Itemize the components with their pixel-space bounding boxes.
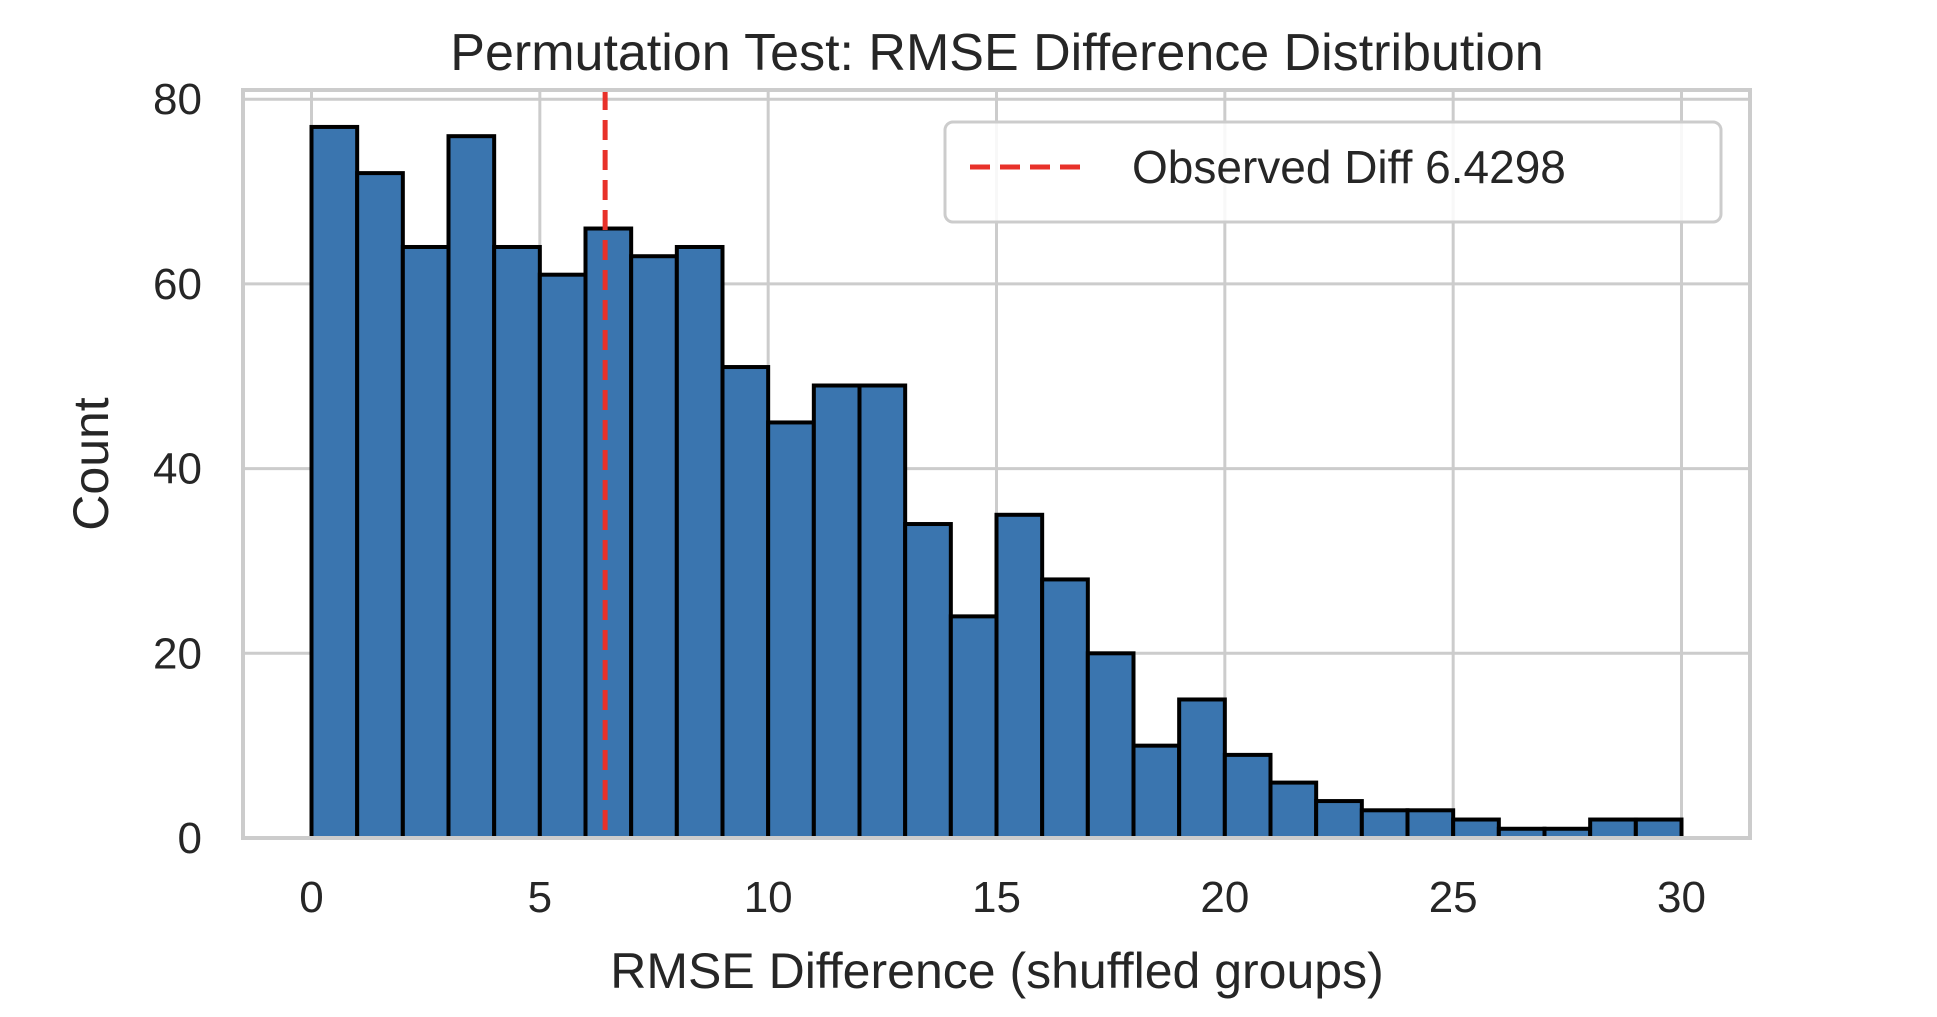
- x-tick-label: 0: [299, 873, 323, 922]
- y-tick-labels: 0 20 40 60 80: [153, 75, 202, 863]
- histogram-bar: [583, 226, 634, 841]
- x-tick-label: 25: [1429, 873, 1478, 922]
- histogram-bar: [903, 522, 953, 841]
- histogram-bar: [1268, 780, 1319, 840]
- histogram-bar: [492, 244, 542, 840]
- x-tick-label: 15: [972, 873, 1021, 922]
- histogram-bar: [1314, 799, 1364, 840]
- histogram-bar: [1131, 743, 1182, 840]
- x-tick-label: 20: [1200, 873, 1249, 922]
- y-tick-label: 0: [178, 814, 202, 863]
- histogram-bar: [1040, 577, 1090, 841]
- histogram-bar: [1085, 651, 1136, 841]
- y-axis-title: Count: [63, 397, 119, 531]
- histogram-bar: [629, 254, 679, 840]
- histogram-bar: [1359, 808, 1410, 841]
- histogram-bar: [1177, 697, 1227, 841]
- histogram-bar: [720, 365, 771, 840]
- x-tick-label: 10: [744, 873, 793, 922]
- y-tick-label: 20: [153, 629, 202, 678]
- histogram-bar: [1451, 817, 1501, 841]
- histogram-bar: [948, 614, 999, 840]
- histogram-bar: [446, 134, 497, 840]
- histogram-bar: [1222, 752, 1273, 841]
- x-tick-label: 5: [528, 873, 552, 922]
- histogram-bar: [1588, 817, 1638, 841]
- x-tick-label: 30: [1657, 873, 1706, 922]
- histogram-bar: [309, 124, 360, 840]
- x-axis-title: RMSE Difference (shuffled groups): [610, 943, 1384, 999]
- histogram-bar: [1633, 817, 1684, 841]
- histogram-bar: [355, 171, 405, 841]
- chart-title: Permutation Test: RMSE Difference Distri…: [450, 24, 1543, 82]
- histogram-bar: [811, 383, 862, 840]
- legend-box: [943, 120, 1723, 224]
- legend-label: Observed Diff 6.4298: [1132, 141, 1566, 193]
- histogram-bar: [400, 244, 451, 840]
- y-tick-label: 80: [153, 75, 202, 124]
- histogram-bar: [674, 244, 725, 840]
- y-tick-label: 40: [153, 445, 202, 494]
- plot-frame: [241, 88, 1752, 840]
- histogram-bar: [994, 512, 1045, 840]
- histogram-bar: [766, 420, 816, 840]
- histogram-bar: [857, 383, 908, 840]
- histogram-bar: [537, 272, 588, 840]
- histogram-bar: [1405, 808, 1456, 841]
- legend: Observed Diff 6.4298: [943, 120, 1723, 224]
- bars-layer: [309, 124, 1684, 841]
- y-tick-label: 60: [153, 260, 202, 309]
- x-tick-labels: 0 5 10 15 20 25 30: [299, 873, 1706, 922]
